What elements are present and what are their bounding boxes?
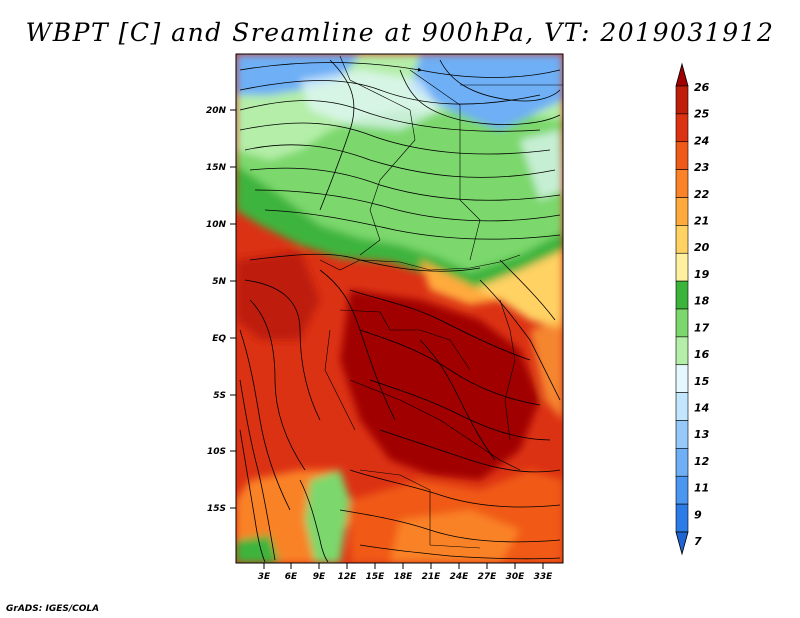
- colorbar-bin: [675, 113, 689, 143]
- lon-tick-label: 27E: [478, 572, 498, 582]
- lon-tick-label: 6E: [285, 572, 298, 582]
- colorbar-bin: [675, 308, 689, 338]
- colorbar-label: 7: [694, 535, 702, 548]
- lon-tick-label: 24E: [450, 572, 470, 582]
- lon-tick-label: 15E: [366, 572, 386, 582]
- colorbar-label: 22: [694, 188, 710, 201]
- lat-tick-label: 20N: [206, 106, 227, 116]
- colorbar-bin: [675, 448, 689, 477]
- colorbar-label: 18: [694, 295, 710, 308]
- colorbar-bin: [675, 420, 689, 449]
- colorbar-bin: [675, 364, 689, 393]
- wbpt-field: [236, 54, 563, 563]
- lat-tick-label: 15S: [207, 504, 226, 514]
- colorbar-label: 26: [694, 81, 710, 94]
- lon-tick-label: 30E: [506, 572, 526, 582]
- colorbar-bin: [675, 141, 689, 170]
- colorbar: 26 25 24 23 22 21 20 19 18 17 16 15 14 13 12 11 9 7: [675, 62, 710, 556]
- colorbar-bin: [675, 475, 689, 505]
- colorbar-label: 19: [694, 268, 710, 281]
- country-borders: [319, 55, 563, 549]
- colorbar-top-triangle: [675, 62, 689, 87]
- colorbar-label: 21: [694, 215, 709, 228]
- lon-tick-label: 18E: [394, 572, 414, 582]
- colorbar-bottom-triangle: [675, 531, 689, 556]
- colorbar-label: 25: [694, 108, 710, 121]
- lon-tick-label: 3E: [258, 572, 271, 582]
- grads-credit: GrADS: IGES/COLA: [6, 604, 100, 614]
- colorbar-label: 12: [694, 455, 710, 468]
- lat-tick-label: 10N: [206, 220, 227, 230]
- colorbar-label: 9: [694, 508, 702, 521]
- latitude-axis: 20N 15N 10N 5N EQ 5S 10S 15S: [206, 106, 236, 514]
- colorbar-label: 16: [694, 348, 710, 361]
- colorbar-label: 11: [694, 482, 709, 495]
- lat-tick-label: 15N: [206, 163, 227, 173]
- colorbar-bin: [675, 85, 689, 115]
- colorbar-bin: [675, 503, 689, 533]
- colorbar-bin: [675, 197, 689, 226]
- lon-tick-label: 9E: [313, 572, 326, 582]
- colorbar-bin: [675, 169, 689, 198]
- chart-title: WBPT [C] and Sreamline at 900hPa, VT: 20…: [25, 18, 775, 47]
- lat-tick-label: EQ: [212, 334, 226, 344]
- lon-tick-label: 21E: [422, 572, 442, 582]
- colorbar-label: 14: [694, 401, 709, 414]
- colorbar-bin: [675, 280, 689, 310]
- colorbar-bin: [675, 225, 689, 254]
- longitude-axis: 3E 6E 9E 12E 15E 18E 21E 24E 27E 30E 33E: [258, 563, 553, 582]
- lat-tick-label: 5N: [212, 277, 226, 287]
- colorbar-label: 15: [694, 375, 710, 388]
- lon-tick-label: 33E: [534, 572, 554, 582]
- colorbar-label: 24: [694, 134, 709, 147]
- colorbar-label: 20: [694, 241, 710, 254]
- lon-tick-label: 12E: [338, 572, 358, 582]
- lat-tick-label: 5S: [213, 391, 226, 401]
- colorbar-label: 13: [694, 428, 710, 441]
- lat-tick-label: 10S: [207, 447, 226, 457]
- colorbar-bin: [675, 392, 689, 421]
- colorbar-label: 23: [694, 161, 710, 174]
- colorbar-bin: [675, 336, 689, 366]
- map-frame: [235, 53, 564, 564]
- colorbar-label: 17: [694, 321, 710, 334]
- colorbar-bin: [675, 252, 689, 282]
